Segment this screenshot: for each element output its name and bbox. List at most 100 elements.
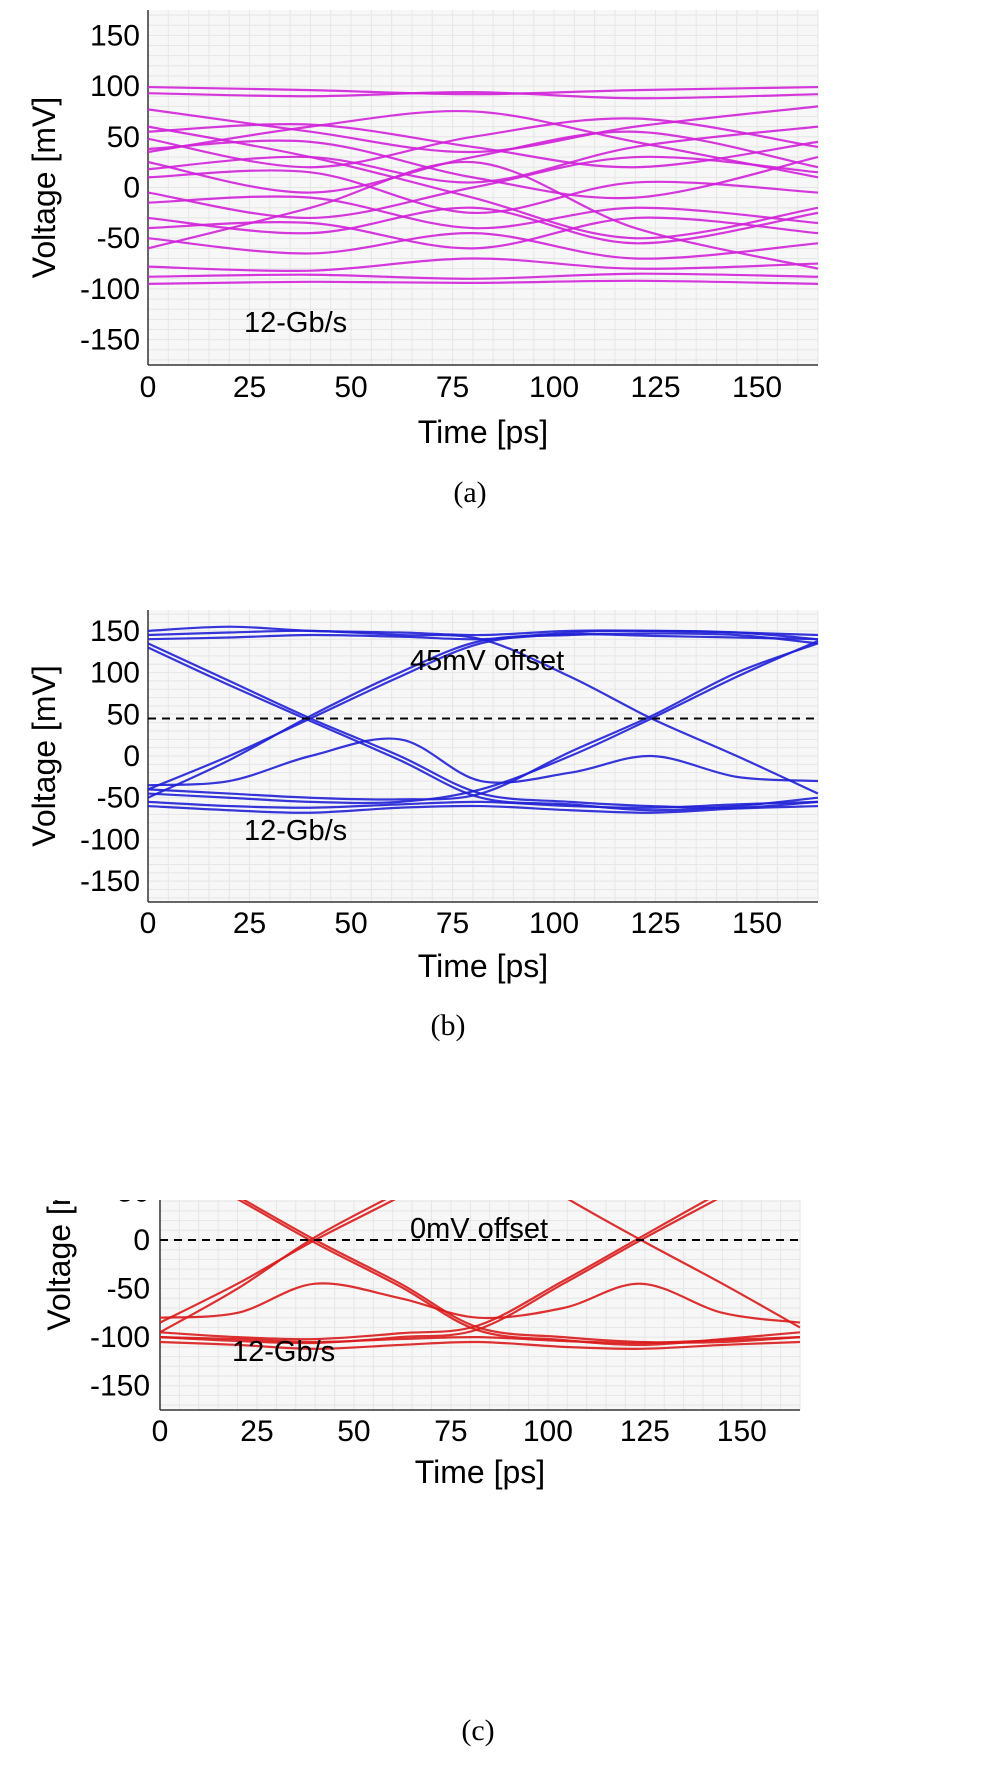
y-tick-label: -50 <box>97 222 140 255</box>
y-tick-label: 150 <box>90 19 140 52</box>
x-tick-label: 0 <box>152 1415 169 1448</box>
y-axis-label: Voltage [mV] <box>26 97 62 278</box>
data-rate-annotation: 12-Gb/s <box>232 1336 335 1368</box>
signal-trace <box>147 125 819 240</box>
x-axis-label: Time [ps] <box>418 948 548 984</box>
signal-trace <box>147 123 819 169</box>
signal-trace <box>159 1200 718 1345</box>
y-tick-label: 0 <box>123 740 140 773</box>
y-tick-label: -100 <box>90 1321 150 1354</box>
x-tick-label: 25 <box>233 907 266 940</box>
x-tick-label: 50 <box>337 1415 370 1448</box>
signal-trace <box>147 632 819 799</box>
signal-trace <box>147 91 819 100</box>
signal-trace <box>147 639 819 805</box>
y-tick-label: 50 <box>117 1200 150 1208</box>
x-tick-label: 100 <box>529 907 579 940</box>
x-tick-label: 150 <box>732 907 782 940</box>
signal-trace <box>147 109 819 179</box>
signal-trace <box>159 1340 801 1350</box>
signal-trace <box>147 117 819 169</box>
signal-trace <box>147 257 819 273</box>
signal-trace <box>147 629 819 795</box>
y-tick-label: 150 <box>90 615 140 648</box>
x-tick-label: 75 <box>434 1415 467 1448</box>
offset-annotation: 45mV offset <box>410 645 564 677</box>
signal-trace <box>159 1335 801 1345</box>
y-tick-label: 50 <box>107 698 140 731</box>
x-tick-label: 150 <box>717 1415 767 1448</box>
signal-trace <box>159 1200 387 1334</box>
signal-trace <box>147 800 819 809</box>
x-tick-label: 125 <box>631 907 681 940</box>
x-tick-label: 50 <box>334 907 367 940</box>
signal-trace <box>147 130 819 194</box>
signal-trace <box>147 169 819 214</box>
signal-trace <box>159 1200 710 1341</box>
figure-c: 150100500-50-100-1500255075100125150Time… <box>0 1200 985 1781</box>
x-tick-label: 75 <box>436 371 469 404</box>
figure-b: 150 100 50 0 -50 -100 -150 0 25 50 75 100 125 150 Time… <box>0 595 985 1180</box>
signal-trace <box>147 642 819 801</box>
panel-caption: (b) <box>431 1009 466 1042</box>
y-tick-label: -150 <box>90 1370 150 1403</box>
signal-trace <box>159 1282 801 1324</box>
signal-trace <box>147 232 819 260</box>
panel-caption: (a) <box>453 476 486 509</box>
y-axis-label: Voltage [mV] <box>26 665 62 846</box>
x-tick-label: 100 <box>523 1415 573 1448</box>
signal-trace <box>147 804 819 814</box>
y-tick-label: -50 <box>107 1273 150 1306</box>
y-tick-label: -50 <box>97 782 140 815</box>
traces <box>147 85 819 285</box>
y-tick-label: -100 <box>80 273 140 306</box>
y-tick-label: -150 <box>80 865 140 898</box>
y-tick-label: 50 <box>107 121 140 154</box>
signal-trace <box>147 155 819 220</box>
signal-trace <box>147 195 819 230</box>
x-axis-label: Time [ps] <box>415 1454 545 1490</box>
signal-trace <box>567 1200 801 1329</box>
traces <box>147 625 819 814</box>
signal-trace <box>147 272 819 280</box>
x-tick-label: 125 <box>620 1415 670 1448</box>
signal-trace <box>147 125 819 184</box>
traces <box>159 1200 801 1350</box>
offset-annotation: 0mV offset <box>410 1213 548 1245</box>
x-tick-label: 75 <box>436 907 469 940</box>
y-tick-label: 100 <box>90 70 140 103</box>
y-tick-label: 0 <box>123 172 140 205</box>
eye-diagram-c: 150100500-50-100-1500255075100125150Time… <box>41 1200 801 1747</box>
data-rate-annotation: 12-Gb/s <box>244 815 347 847</box>
x-tick-label: 0 <box>140 371 157 404</box>
y-axis-label: Voltage [mV] <box>41 1200 77 1331</box>
signal-trace <box>147 737 819 787</box>
x-tick-label: 100 <box>529 371 579 404</box>
y-tick-label: 100 <box>90 657 140 690</box>
x-axis-label: Time [ps] <box>418 414 548 450</box>
x-tick-label: 50 <box>334 371 367 404</box>
plot-area <box>160 1200 800 1410</box>
data-rate-annotation: 12-Gb/s <box>244 307 347 339</box>
x-tick-label: 0 <box>140 907 157 940</box>
x-tick-label: 150 <box>732 371 782 404</box>
signal-trace <box>147 206 819 245</box>
x-tick-label: 25 <box>240 1415 273 1448</box>
signal-trace <box>147 139 819 200</box>
figure-a: 150 100 50 0 -50 -100 -150 0 25 50 75 100 125 150 Time… <box>0 0 985 525</box>
signal-trace <box>147 646 819 812</box>
x-tick-label: 125 <box>631 371 681 404</box>
signal-trace <box>147 629 819 791</box>
signal-trace <box>147 216 819 250</box>
panel-caption: (c) <box>461 1714 494 1747</box>
signal-trace <box>147 160 819 270</box>
signal-trace <box>147 85 819 96</box>
y-tick-label: -150 <box>80 324 140 357</box>
y-tick-label: -100 <box>80 823 140 856</box>
signal-trace <box>159 1200 396 1324</box>
x-tick-label: 25 <box>233 371 266 404</box>
y-tick-label: 0 <box>133 1224 150 1257</box>
signal-trace <box>147 279 819 285</box>
